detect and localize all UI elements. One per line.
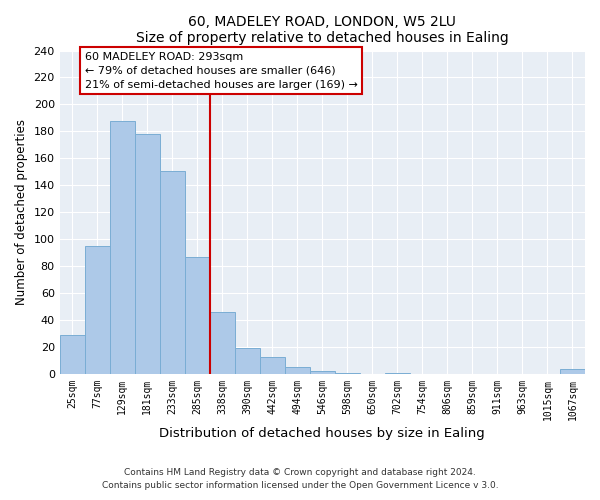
Bar	[210, 312, 235, 374]
Bar	[560, 368, 585, 374]
Bar	[260, 356, 285, 374]
Bar	[235, 348, 260, 374]
Bar	[135, 134, 160, 374]
Title: 60, MADELEY ROAD, LONDON, W5 2LU
Size of property relative to detached houses in: 60, MADELEY ROAD, LONDON, W5 2LU Size of…	[136, 15, 509, 45]
Text: 60 MADELEY ROAD: 293sqm
← 79% of detached houses are smaller (646)
21% of semi-d: 60 MADELEY ROAD: 293sqm ← 79% of detache…	[85, 52, 358, 90]
X-axis label: Distribution of detached houses by size in Ealing: Distribution of detached houses by size …	[160, 427, 485, 440]
Y-axis label: Number of detached properties: Number of detached properties	[15, 120, 28, 306]
Bar	[160, 170, 185, 374]
Bar	[285, 368, 310, 374]
Bar	[185, 257, 210, 374]
Bar	[110, 120, 135, 374]
Bar	[335, 372, 360, 374]
Text: Contains HM Land Registry data © Crown copyright and database right 2024.
Contai: Contains HM Land Registry data © Crown c…	[101, 468, 499, 490]
Bar	[59, 335, 85, 374]
Bar	[85, 246, 110, 374]
Bar	[310, 372, 335, 374]
Bar	[385, 372, 410, 374]
